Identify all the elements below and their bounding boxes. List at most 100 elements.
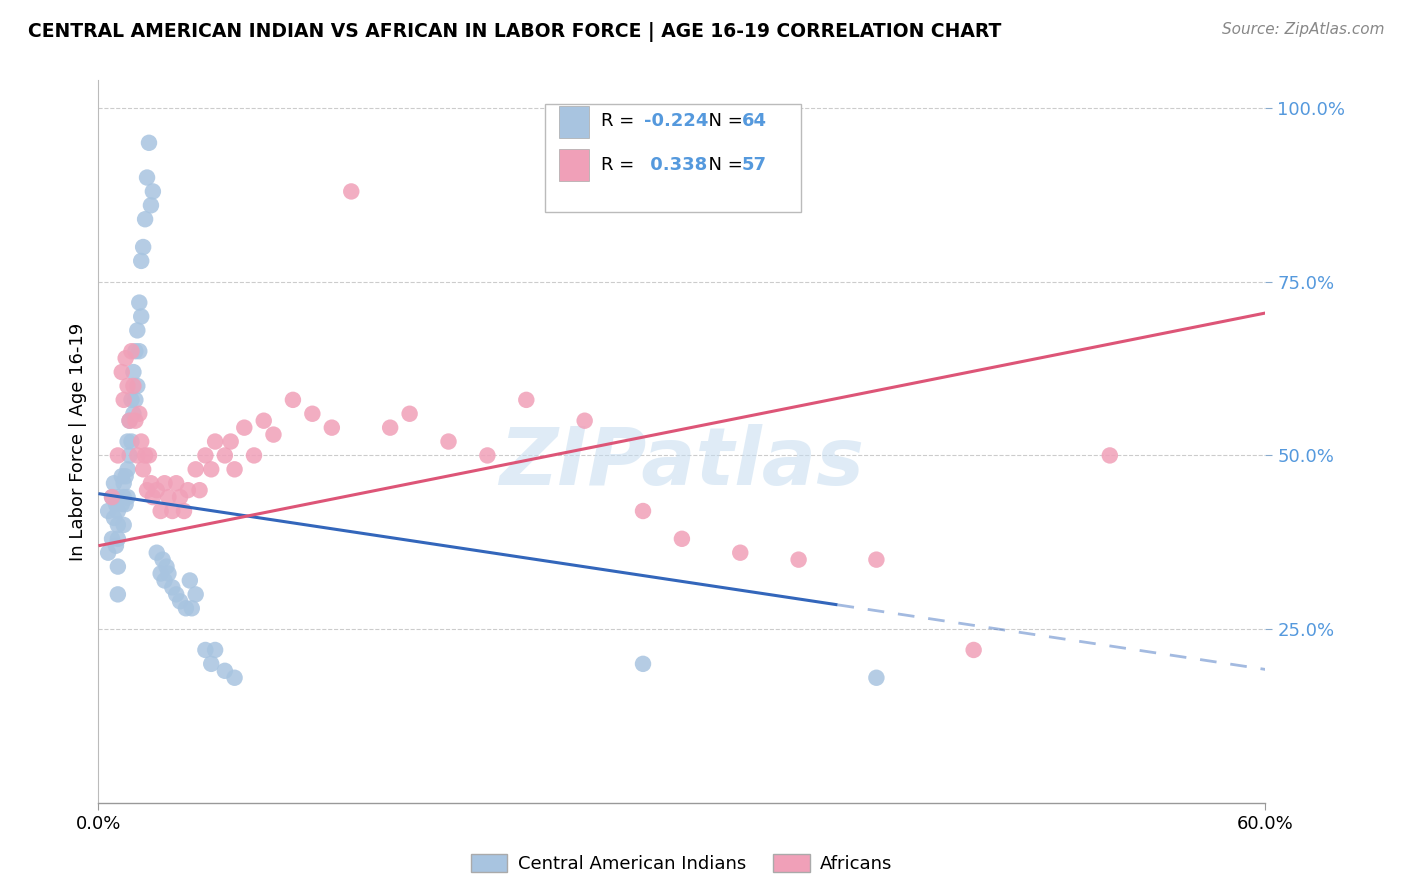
Point bbox=[124, 344, 146, 359]
Text: Source: ZipAtlas.com: Source: ZipAtlas.com bbox=[1222, 22, 1385, 37]
Point bbox=[107, 559, 129, 574]
Point bbox=[214, 664, 236, 678]
Point bbox=[138, 136, 160, 150]
Point bbox=[128, 344, 150, 359]
Point bbox=[127, 379, 149, 393]
Point bbox=[574, 414, 596, 428]
Point bbox=[1098, 449, 1121, 463]
Text: R =: R = bbox=[602, 156, 640, 174]
Point bbox=[155, 559, 177, 574]
Point bbox=[165, 476, 187, 491]
Point bbox=[127, 323, 149, 337]
Point bbox=[631, 657, 654, 671]
Point bbox=[136, 483, 159, 498]
Point bbox=[865, 552, 887, 566]
Point bbox=[136, 170, 159, 185]
Point bbox=[173, 504, 195, 518]
Point bbox=[340, 185, 363, 199]
Point bbox=[111, 497, 134, 511]
Point bbox=[134, 212, 156, 227]
Point bbox=[243, 449, 266, 463]
Point bbox=[118, 414, 141, 428]
Point bbox=[134, 449, 156, 463]
Point bbox=[165, 587, 187, 601]
Point bbox=[200, 462, 222, 476]
Point bbox=[162, 581, 184, 595]
Point bbox=[380, 420, 402, 434]
Point bbox=[194, 449, 217, 463]
Point bbox=[139, 476, 162, 491]
Point bbox=[149, 566, 172, 581]
Point bbox=[128, 295, 150, 310]
Point bbox=[97, 504, 120, 518]
Point bbox=[169, 490, 191, 504]
Point bbox=[200, 657, 222, 671]
Point bbox=[398, 407, 420, 421]
Point bbox=[127, 449, 149, 463]
Point bbox=[101, 532, 124, 546]
Text: -0.224: -0.224 bbox=[644, 112, 709, 130]
Point bbox=[177, 483, 200, 498]
Point bbox=[188, 483, 211, 498]
Point bbox=[184, 462, 207, 476]
Point bbox=[437, 434, 460, 449]
Point bbox=[107, 532, 129, 546]
Point bbox=[214, 449, 236, 463]
Point bbox=[121, 344, 143, 359]
Point bbox=[219, 434, 242, 449]
Point bbox=[111, 365, 134, 379]
Text: 0.338: 0.338 bbox=[644, 156, 707, 174]
Text: N =: N = bbox=[697, 112, 748, 130]
Point bbox=[117, 462, 139, 476]
Point bbox=[515, 392, 537, 407]
Point bbox=[107, 587, 129, 601]
Point bbox=[301, 407, 323, 421]
Point bbox=[281, 392, 304, 407]
Point bbox=[162, 504, 184, 518]
Point bbox=[139, 198, 162, 212]
Text: 57: 57 bbox=[742, 156, 768, 174]
Point bbox=[321, 420, 343, 434]
Point bbox=[122, 407, 145, 421]
Point bbox=[124, 414, 146, 428]
Point bbox=[233, 420, 256, 434]
Point bbox=[157, 566, 180, 581]
Text: N =: N = bbox=[697, 156, 748, 174]
Text: R =: R = bbox=[602, 112, 640, 130]
Point bbox=[103, 476, 125, 491]
Point bbox=[153, 574, 176, 588]
Point bbox=[129, 434, 152, 449]
Point bbox=[180, 601, 202, 615]
Point bbox=[184, 587, 207, 601]
Point bbox=[631, 504, 654, 518]
Text: ZIPatlas: ZIPatlas bbox=[499, 425, 865, 502]
Point bbox=[129, 253, 152, 268]
Point bbox=[865, 671, 887, 685]
Point bbox=[179, 574, 201, 588]
Text: 64: 64 bbox=[742, 112, 768, 130]
Point bbox=[107, 490, 129, 504]
Point bbox=[157, 490, 180, 504]
Point bbox=[121, 434, 143, 449]
Point bbox=[671, 532, 693, 546]
Point bbox=[101, 490, 124, 504]
Point bbox=[122, 365, 145, 379]
Point bbox=[224, 462, 246, 476]
Point bbox=[112, 476, 135, 491]
Point bbox=[101, 490, 124, 504]
Point bbox=[129, 310, 152, 324]
Point bbox=[146, 483, 169, 498]
Point bbox=[104, 539, 127, 553]
Point bbox=[112, 517, 135, 532]
Point bbox=[122, 379, 145, 393]
Point bbox=[111, 469, 134, 483]
Point bbox=[204, 434, 226, 449]
Point bbox=[112, 392, 135, 407]
Point bbox=[114, 497, 136, 511]
Point bbox=[124, 392, 146, 407]
Point bbox=[118, 449, 141, 463]
Point bbox=[132, 462, 155, 476]
Point bbox=[112, 490, 135, 504]
Point bbox=[121, 392, 143, 407]
Point bbox=[107, 449, 129, 463]
